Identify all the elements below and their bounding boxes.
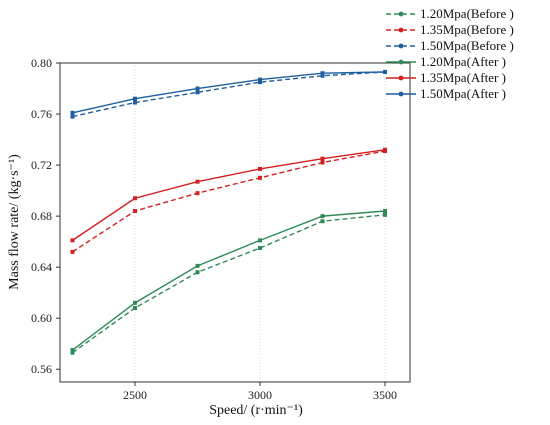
series-line [72, 150, 386, 253]
data-point [70, 238, 75, 243]
series-line [72, 71, 386, 118]
data-point [258, 175, 262, 180]
data-point [195, 90, 200, 95]
data-point [195, 191, 200, 196]
legend-marker [398, 43, 404, 49]
legend-label: 1.20Mpa(After ) [420, 54, 506, 69]
series-lines [70, 69, 387, 355]
data-point [258, 166, 262, 171]
data-point [70, 350, 75, 355]
data-point [258, 238, 262, 243]
series-line [72, 210, 386, 351]
legend-marker [398, 91, 404, 97]
data-point [133, 96, 137, 101]
legend-label: 1.35Mpa(Before ) [420, 22, 514, 37]
data-point [133, 196, 137, 201]
legend-marker [398, 75, 404, 81]
data-point [320, 160, 325, 165]
data-point [133, 305, 137, 310]
data-point [383, 69, 387, 74]
x-tick-label: 3500 [373, 388, 397, 402]
data-point [195, 263, 200, 268]
series-6 [70, 69, 387, 115]
series-5 [70, 147, 387, 243]
y-tick-label: 0.76 [31, 107, 52, 121]
series-4 [70, 209, 387, 353]
x-tick-label: 3000 [248, 388, 272, 402]
series-line [72, 71, 386, 114]
data-point [383, 212, 387, 217]
legend-marker [398, 27, 404, 33]
x-axis-title: Speed/ (r·min⁻¹) [209, 403, 303, 418]
y-tick-label: 0.60 [31, 311, 52, 325]
data-point [258, 80, 262, 85]
y-tick-label: 0.72 [31, 158, 52, 172]
series-line [72, 149, 386, 241]
data-point [320, 73, 325, 78]
data-point [258, 246, 262, 251]
series-2 [70, 149, 387, 254]
x-tick-label: 2500 [123, 388, 147, 402]
data-point [195, 179, 200, 184]
series-line [72, 214, 386, 354]
data-point [320, 156, 325, 161]
plot-frame [59, 62, 411, 383]
data-point [383, 209, 387, 214]
data-point [258, 77, 262, 82]
data-point [70, 114, 75, 119]
legend-label: 1.35Mpa(After ) [420, 70, 506, 85]
data-point [320, 219, 325, 224]
data-point [133, 209, 137, 214]
data-point [70, 110, 75, 115]
legend-marker [398, 11, 404, 17]
vertical-grid-lines [134, 63, 386, 382]
y-axis-title: Mass flow rate/ (kg·s⁻¹) [7, 154, 22, 290]
data-point [383, 147, 387, 152]
series-1 [70, 212, 387, 355]
data-point [320, 71, 325, 76]
y-tick-label: 0.56 [31, 362, 52, 376]
axis-ticks: 2500 3000 3500 0.56 0.60 0.64 0.68 0.72 0.76 0.80 [31, 56, 397, 402]
legend-marker [398, 59, 404, 65]
legend-label: 1.20Mpa(Before ) [420, 6, 514, 21]
data-point [320, 214, 325, 219]
data-point [133, 100, 137, 105]
legend-label: 1.50Mpa(Before ) [420, 38, 514, 53]
y-tick-label: 0.64 [31, 260, 52, 274]
y-tick-label: 0.68 [31, 209, 52, 223]
data-point [195, 86, 200, 91]
data-point [195, 270, 200, 275]
legend: 1.20Mpa(Before )1.35Mpa(Before )1.50Mpa(… [386, 6, 514, 101]
data-point [70, 249, 75, 254]
y-tick-label: 0.80 [31, 56, 52, 70]
legend-label: 1.50Mpa(After ) [420, 86, 506, 101]
series-3 [70, 69, 387, 119]
data-point [70, 348, 75, 353]
data-point [133, 300, 137, 305]
